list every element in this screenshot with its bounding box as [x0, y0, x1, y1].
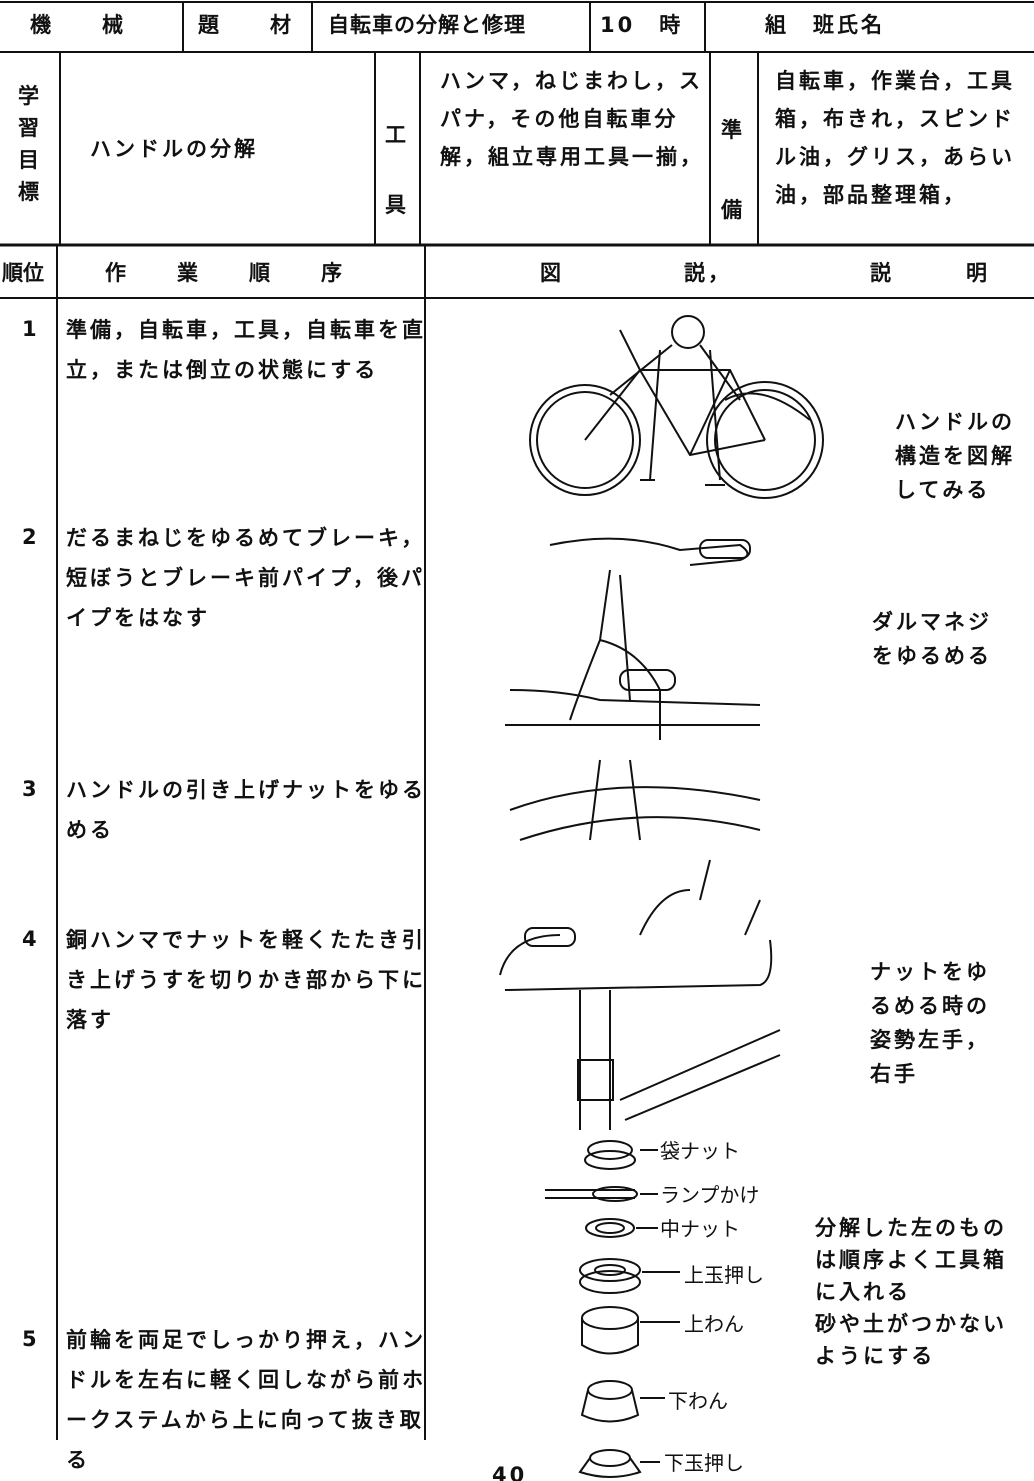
theme: 自転車の分解と修理	[328, 13, 526, 37]
hours: 10 時	[600, 13, 684, 37]
bicycle-illustration	[529, 315, 824, 499]
step-text: 準備，自転車，工具，自転車を直立，または倒立の状態にする	[66, 318, 426, 382]
part-label: 上わん	[684, 1312, 744, 1336]
col-figure: 図 説，	[540, 261, 732, 285]
handlebar-illustration	[499, 859, 781, 1130]
part-label: 下玉押し	[664, 1451, 744, 1475]
step-number: 5	[22, 1327, 40, 1351]
step-text: だるまねじをゆるめてブレーキ，短ぼうとブレーキ前パイプ，後パイプをはなす	[66, 526, 426, 630]
tools-label: 工具	[385, 123, 409, 217]
part-label: 袋ナット	[660, 1139, 740, 1163]
parts-illustration	[545, 1140, 680, 1478]
step-text: ハンドルの引き上げナットをゆるめる	[66, 778, 426, 842]
part-label: 下わん	[668, 1389, 728, 1413]
page-number: 40	[492, 1463, 528, 1481]
step-note: ハンドルの構造を図解してみる	[895, 410, 1015, 502]
step-text: 前輪を両足でしっかり押え，ハンドルを左右に軽く回しながら前ホークステムから上に向…	[66, 1328, 426, 1472]
subject: 機 械	[30, 13, 126, 37]
objective-label: 学習目標	[18, 84, 42, 204]
prep-label: 準備	[721, 118, 745, 222]
step-text: 銅ハンマでナットを軽くたたき引き上げうすを切りかき部から下に落す	[66, 928, 426, 1032]
step-note: 分解した左のものは順序よく工具箱に入れる 砂や土がつかないようにする	[815, 1216, 1007, 1368]
col-order: 順位	[2, 261, 44, 285]
col-explanation: 説 明	[870, 261, 990, 285]
col-procedure: 作 業 順 序	[105, 261, 345, 285]
step-note: ダルマネジをゆるめる	[872, 610, 992, 668]
tools: ハンマ，ねじまわし，スパナ，その他自転車分解，組立専用工具一揃，	[440, 69, 704, 169]
table-lines	[0, 1, 1034, 1440]
theme-label: 題 材	[198, 13, 294, 37]
part-label: 上玉押し	[684, 1263, 764, 1287]
step-number: 1	[22, 317, 40, 341]
brake-illustration	[505, 537, 761, 841]
step-number: 3	[22, 777, 40, 801]
part-label: 中ナット	[660, 1217, 740, 1241]
group: 組 班氏名	[765, 13, 885, 37]
step-number: 4	[22, 927, 40, 951]
objective-text: ハンドルの分解	[90, 137, 258, 161]
part-label: ランプかけ	[660, 1183, 760, 1207]
prep: 自転車，作業台，工具箱，布きれ，スピンドル油，グリス，あらい油，部品整理箱，	[775, 69, 1015, 207]
step-number: 2	[22, 525, 40, 549]
step-note: ナットをゆるめる時の姿勢左手，右手	[870, 960, 990, 1086]
